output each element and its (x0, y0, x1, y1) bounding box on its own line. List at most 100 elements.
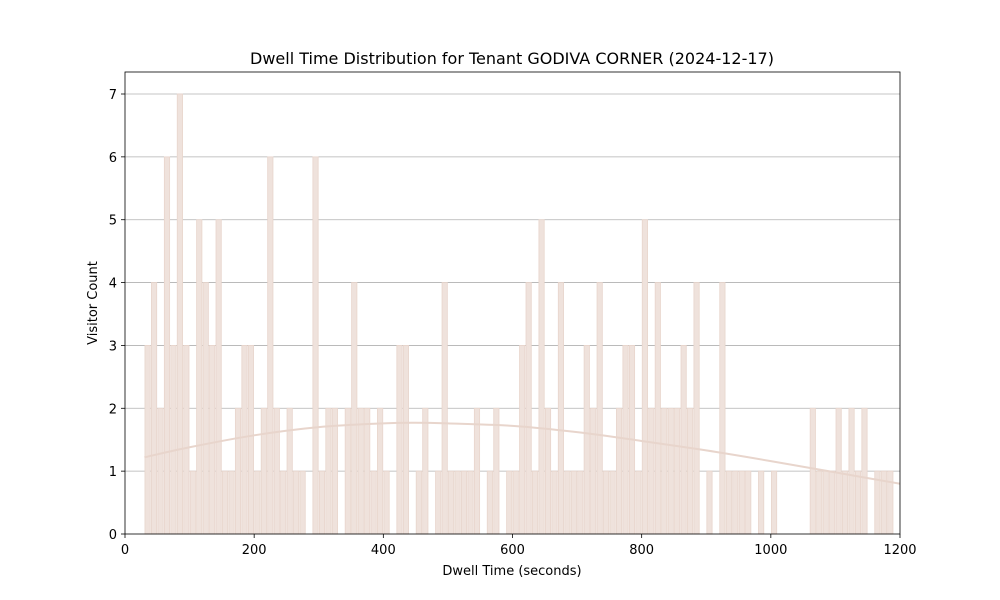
y-axis-ticks: 0 1 2 3 4 5 6 7 (109, 88, 125, 543)
histogram-bar (260, 407, 267, 535)
x-axis-ticks: 0 200 400 600 800 1000 1200 (121, 534, 917, 558)
histogram-bar (312, 156, 319, 535)
histogram-bar (448, 470, 455, 535)
histogram-bar (590, 407, 597, 535)
y-tick-label: 4 (109, 277, 117, 292)
histogram-bar (415, 470, 422, 535)
histogram-bar (396, 345, 403, 535)
histogram-bar (635, 470, 642, 535)
histogram-bar (461, 470, 468, 535)
x-tick-label: 600 (500, 543, 525, 558)
histogram-bar (196, 219, 203, 535)
histogram-bar (267, 156, 274, 535)
histogram-bar (603, 470, 610, 535)
x-tick-label: 0 (121, 543, 129, 558)
y-tick-label: 0 (109, 528, 117, 543)
histogram-bar (706, 470, 713, 535)
histogram-bar (654, 282, 661, 535)
histogram-bar (222, 470, 229, 535)
y-tick-label: 5 (109, 214, 117, 229)
histogram-bar (234, 407, 242, 535)
histogram-bar (506, 470, 513, 535)
histogram-bar (254, 470, 261, 535)
x-tick-label: 1200 (883, 543, 916, 558)
x-axis-label: Dwell Time (seconds) (442, 564, 581, 579)
y-tick-label: 7 (109, 88, 117, 103)
histogram-bar (661, 407, 668, 535)
histogram-bar (228, 470, 235, 535)
histogram-bar (273, 407, 280, 535)
histogram-bar (383, 470, 390, 535)
histogram-bar (299, 470, 306, 535)
histogram-bar (667, 407, 674, 535)
histogram-bar (202, 282, 209, 535)
histogram-bar (861, 407, 868, 535)
histogram-bar (725, 470, 732, 535)
histogram-bar (758, 470, 765, 535)
histogram-bar (441, 282, 448, 535)
histogram-bar (816, 470, 823, 535)
histogram-bar (771, 470, 778, 535)
plot-frame (124, 71, 901, 535)
histogram-bar (532, 470, 539, 535)
histogram-bar (454, 470, 461, 535)
x-tick-label: 400 (371, 543, 396, 558)
histogram-bar (544, 407, 552, 535)
histogram-bar (641, 219, 648, 535)
histogram-bar (829, 470, 836, 535)
histogram-bar (732, 470, 739, 535)
y-tick-label: 3 (109, 339, 117, 354)
histogram-bar (557, 282, 564, 535)
x-tick-label: 1000 (754, 543, 787, 558)
histogram-bar (693, 282, 700, 535)
histogram-bars (144, 93, 894, 535)
histogram-bar (525, 282, 532, 535)
histogram-bar (616, 407, 623, 535)
histogram-bar (293, 470, 300, 535)
x-tick-label: 200 (242, 543, 267, 558)
histogram-bar (648, 407, 655, 535)
histogram-bar (331, 407, 338, 535)
histogram-bar (357, 407, 364, 535)
density-curve (144, 421, 901, 485)
histogram-bar (318, 470, 326, 535)
histogram-bar (583, 345, 590, 535)
histogram-bar (286, 407, 293, 535)
histogram-bar (609, 470, 616, 535)
histogram-bar (596, 282, 603, 535)
histogram-bar (564, 470, 571, 535)
histogram-bar (209, 345, 216, 535)
histogram-bar (364, 407, 371, 535)
histogram-bar (215, 219, 222, 535)
histogram-bar (473, 407, 481, 535)
histogram-bar (719, 282, 726, 535)
histogram-bar (674, 407, 681, 535)
histogram-bar (809, 407, 816, 535)
histogram-bar (493, 407, 500, 535)
histogram-bar (745, 470, 752, 535)
histogram-bar (822, 470, 829, 535)
histogram-bar (435, 470, 442, 535)
histogram-bar (738, 470, 745, 535)
histogram-bar (842, 470, 849, 535)
histogram-bar (144, 345, 151, 535)
histogram-bar (176, 93, 183, 535)
histogram-bar (402, 345, 409, 535)
histogram-bar (467, 470, 474, 535)
histogram-bar (370, 470, 377, 535)
histogram-bar (512, 470, 519, 535)
gridlines (125, 93, 900, 472)
histogram-bar (687, 407, 694, 535)
histogram-bar (344, 407, 351, 535)
histogram-bar (422, 407, 429, 535)
histogram-bar (854, 470, 862, 535)
y-tick-label: 1 (109, 465, 117, 480)
histogram-bar (351, 282, 358, 535)
histogram-bar (151, 282, 158, 535)
histogram-bar (835, 407, 842, 535)
histogram-bar (280, 470, 287, 535)
histogram-bar (848, 407, 855, 535)
chart-title: Dwell Time Distribution for Tenant GODIV… (250, 49, 774, 68)
y-tick-label: 6 (109, 151, 117, 166)
